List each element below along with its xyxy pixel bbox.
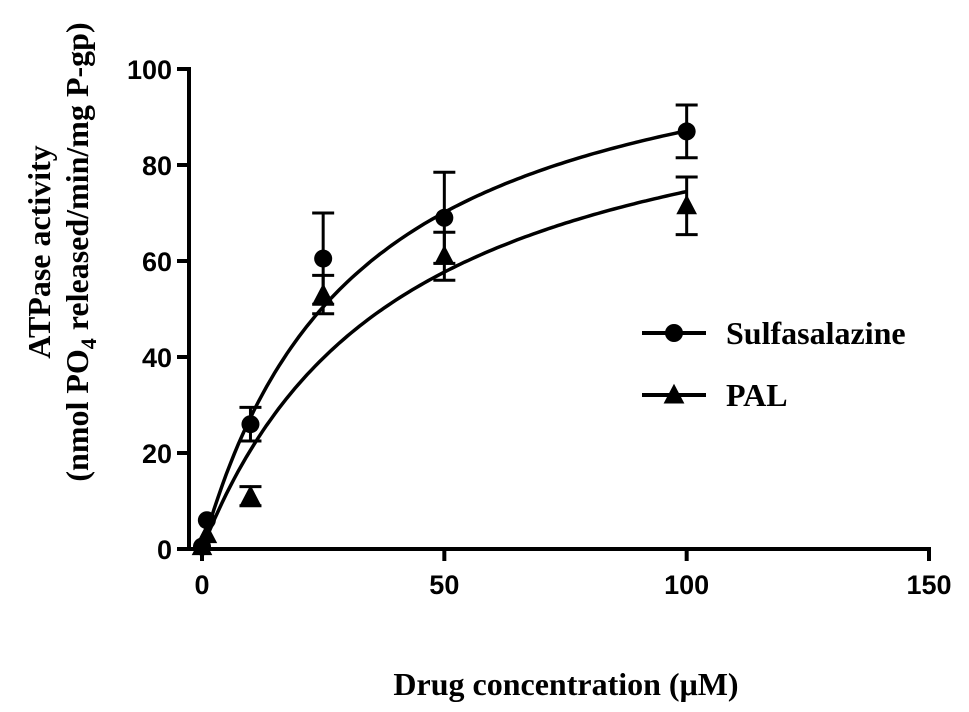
data-point-pal — [196, 523, 218, 544]
y-axis-title-suffix: released/min/mg P-gp) — [59, 22, 95, 338]
x-tick-label: 50 — [429, 570, 459, 600]
axes-layer: 0 20 40 60 80 100 0 50 100 150 — [127, 55, 952, 600]
data-point-pal — [312, 283, 334, 304]
legend-layer: Sulfasalazine PAL — [642, 315, 906, 413]
y-tick-label: 100 — [127, 55, 172, 85]
y-axis-title-group: ATPase activity (nmol PO4 released/min/m… — [21, 22, 101, 481]
x-tick-label: 0 — [194, 570, 209, 600]
y-tick-label: 60 — [142, 247, 172, 277]
data-point-pal — [191, 535, 213, 556]
legend-marker-pal — [663, 383, 685, 404]
data-point-sulfasalazine — [197, 511, 216, 530]
x-tick-label: 100 — [664, 570, 709, 600]
y-tick-label: 80 — [142, 151, 172, 181]
data-point-sulfasalazine — [241, 415, 260, 434]
data-point-sulfasalazine — [314, 249, 333, 268]
legend-label-pal: PAL — [726, 377, 788, 413]
data-point-sulfasalazine — [677, 122, 696, 141]
y-tick-label: 40 — [142, 343, 172, 373]
data-marks-layer — [191, 103, 698, 556]
y-tick-label: 0 — [157, 535, 172, 565]
legend-label-sulfasalazine: Sulfasalazine — [726, 315, 906, 351]
data-point-pal — [676, 194, 697, 215]
x-axis-title: Drug concentration (μM) — [393, 666, 738, 702]
y-axis-title-line1: ATPase activity — [21, 145, 57, 359]
data-point-pal — [434, 244, 455, 265]
x-tick-label: 150 — [906, 570, 951, 600]
legend-marker-sulfasalazine — [665, 324, 683, 342]
y-tick-label: 20 — [142, 439, 172, 469]
data-point-pal — [240, 484, 261, 505]
data-point-sulfasalazine — [435, 208, 454, 227]
y-axis-title-line2: (nmol PO4 released/min/mg P-gp) — [59, 22, 101, 481]
y-axis-title-prefix: (nmol PO — [59, 349, 95, 481]
y-axis-title-subscript: 4 — [76, 338, 101, 349]
